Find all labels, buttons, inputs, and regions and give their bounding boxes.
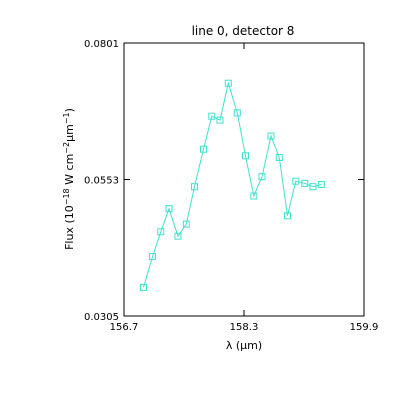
data-point <box>224 79 232 87</box>
data-point <box>174 232 182 240</box>
data-point <box>317 181 325 188</box>
y-tick-label: 0.0801 <box>84 39 119 50</box>
data-point <box>216 116 224 124</box>
svg-text:Flux (10−18 W cm−2μm−1): Flux (10−18 W cm−2μm−1) <box>62 108 76 250</box>
y-tick-label: 0.0305 <box>84 312 119 323</box>
data-point <box>284 212 291 220</box>
data-point <box>250 192 258 200</box>
data-point <box>275 154 283 161</box>
x-tick-label: 158.3 <box>230 322 259 333</box>
data-point <box>157 228 165 236</box>
chart-title: line 0, detector 8 <box>192 24 295 38</box>
data-point <box>165 205 173 213</box>
y-axis-label: Flux (10−18 W cm−2μm−1) <box>62 108 76 250</box>
x-tick-label: 156.7 <box>110 322 139 333</box>
data-point <box>200 145 207 153</box>
data-point <box>208 112 216 120</box>
x-tick-label: 159.9 <box>350 322 379 333</box>
data-point <box>292 177 300 185</box>
data-point <box>149 253 156 261</box>
data-point <box>242 152 249 160</box>
data-point <box>191 183 198 191</box>
data-series <box>140 79 325 291</box>
data-point <box>140 283 147 291</box>
data-point <box>309 183 317 191</box>
data-point <box>258 173 266 181</box>
x-axis-label: λ (μm) <box>226 339 262 352</box>
y-tick-label: 0.0553 <box>84 176 119 187</box>
axis-ticks: 0.0305 0.0553 0.0801 156.7 158.3 159.9 <box>84 39 378 333</box>
plot-frame <box>123 42 365 317</box>
data-point <box>301 179 309 187</box>
data-point <box>233 109 241 117</box>
data-point <box>182 220 190 228</box>
data-point <box>267 132 275 140</box>
series-line <box>143 81 322 288</box>
